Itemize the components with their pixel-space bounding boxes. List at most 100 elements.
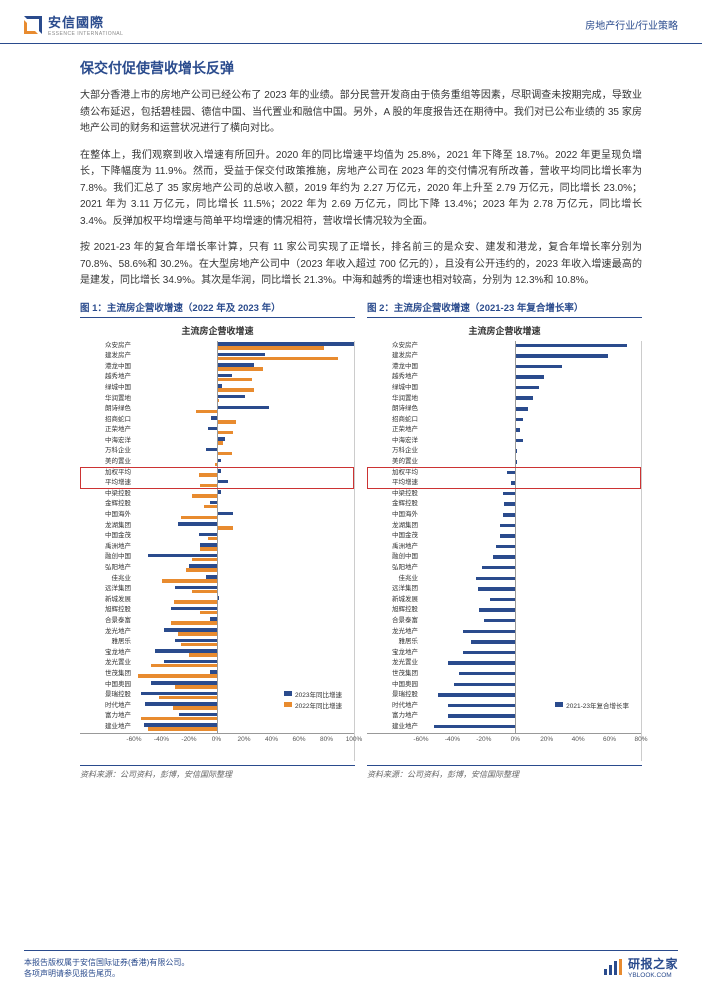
- bar-label: 弘阳地产: [80, 565, 134, 572]
- bar-orange: [217, 526, 234, 530]
- x-tick: 80%: [320, 736, 333, 743]
- bar-blue: [496, 545, 515, 549]
- bar-track: [421, 478, 641, 489]
- bar-blue: [179, 713, 216, 717]
- bar-label: 华润置地: [80, 396, 134, 403]
- bar-row: 中国海外: [367, 510, 641, 521]
- bar-blue: [141, 692, 217, 696]
- bar-label: 龙光地产: [80, 629, 134, 636]
- bar-row: 旭辉控股: [367, 605, 641, 616]
- legend-swatch: [284, 702, 292, 707]
- bar-blue: [217, 363, 254, 367]
- footer-brand: 研报之家 YBLOOK.COM: [604, 955, 678, 979]
- bar-track: [134, 531, 354, 542]
- bar-label: 万科企业: [367, 448, 421, 455]
- chart1-source: 资料来源：公司资料，彭博，安信国际整理: [80, 765, 355, 780]
- bar-label: 佳兆业: [80, 576, 134, 583]
- bar-row: 港龙中国: [367, 362, 641, 373]
- bar-orange: [217, 431, 234, 435]
- bar-blue: [200, 543, 217, 547]
- bar-track: [421, 552, 641, 563]
- bar-blue: [217, 512, 234, 516]
- bar-track: [134, 627, 354, 638]
- bar-row: 中国金茂: [367, 531, 641, 542]
- chart1-title: 主流房企营收增速: [80, 324, 355, 337]
- bar-blue: [217, 406, 269, 410]
- bar-blue: [210, 617, 217, 621]
- bar-blue: [208, 427, 216, 431]
- bar-orange: [217, 420, 236, 424]
- bar-label: 雅居乐: [80, 639, 134, 646]
- bar-label: 朗诗绿色: [367, 406, 421, 413]
- bar-orange: [200, 611, 217, 615]
- bar-label: 美的置业: [80, 459, 134, 466]
- bar-label: 远洋集团: [367, 586, 421, 593]
- bar-blue: [459, 672, 516, 676]
- bar-label: 新城发展: [80, 597, 134, 604]
- bar-blue: [448, 704, 516, 708]
- bar-track: [421, 616, 641, 627]
- bar-blue: [463, 630, 515, 634]
- bar-orange: [200, 484, 217, 488]
- bar-track: [134, 616, 354, 627]
- bar-row: 龙光地产: [367, 627, 641, 638]
- bar-row: 美的置业: [367, 457, 641, 468]
- bar-track: [134, 362, 354, 373]
- bar-blue: [471, 640, 515, 644]
- bar-track: [134, 468, 354, 479]
- bar-blue: [482, 566, 515, 570]
- bar-track: [134, 425, 354, 436]
- header-category: 房地产行业/行业策略: [585, 17, 678, 32]
- bar-track: [421, 574, 641, 585]
- bar-blue: [210, 501, 217, 505]
- bar-label: 景瑞控股: [367, 692, 421, 699]
- bar-label: 禹洲地产: [80, 544, 134, 551]
- bar-label: 融创中国: [80, 554, 134, 561]
- bar-track: [421, 542, 641, 553]
- bar-label: 富力地产: [367, 713, 421, 720]
- bar-blue: [171, 607, 216, 611]
- bar-orange: [138, 674, 216, 678]
- bar-blue: [484, 619, 515, 623]
- bar-blue: [210, 670, 217, 674]
- bar-blue: [178, 522, 217, 526]
- bar-orange: [217, 346, 324, 350]
- bar-label: 众安房产: [367, 343, 421, 350]
- bar-row: 正荣地产: [367, 425, 641, 436]
- bar-track: [421, 711, 641, 722]
- bar-label: 旭辉控股: [367, 607, 421, 614]
- yb-bars-icon: [604, 959, 622, 975]
- bar-label: 富力地产: [80, 713, 134, 720]
- bar-track: [134, 436, 354, 447]
- bar-orange: [186, 568, 216, 572]
- bar-orange: [192, 558, 217, 562]
- bar-track: [421, 457, 641, 468]
- bar-blue: [217, 395, 246, 399]
- chart1-legend: 2023年同比增速2022年同比增速: [282, 687, 344, 713]
- bar-blue: [515, 344, 627, 348]
- bar-orange: [200, 547, 217, 551]
- paragraphs: 大部分香港上市的房地产公司已经公布了 2023 年的业绩。部分民营开发商由于债务…: [80, 88, 642, 290]
- bar-blue: [478, 587, 516, 591]
- bar-label: 绿城中国: [367, 385, 421, 392]
- logo-text: 安信國際: [48, 12, 123, 31]
- bar-label: 旭辉控股: [80, 607, 134, 614]
- bar-label: 中梁控股: [80, 491, 134, 498]
- legend-item: 2021-23年复合增长率: [555, 700, 629, 710]
- bar-track: [421, 425, 641, 436]
- paragraph-2: 在整体上，我们观察到收入增速有所回升。2020 年的同比增速平均值为 25.8%…: [80, 148, 642, 231]
- bar-row: 雅居乐: [367, 637, 641, 648]
- x-tick: -60%: [126, 736, 141, 743]
- bar-row: 世茂集团: [367, 669, 641, 680]
- bar-blue: [434, 725, 516, 729]
- bar-track: [421, 341, 641, 352]
- bar-row: 平均增速: [367, 478, 641, 489]
- bar-track: [421, 372, 641, 383]
- x-tick: 60%: [292, 736, 305, 743]
- bar-orange: [181, 643, 217, 647]
- bar-label: 禹洲地产: [367, 544, 421, 551]
- x-tick: 60%: [603, 736, 616, 743]
- x-tick: -40%: [445, 736, 460, 743]
- bar-track: [421, 362, 641, 373]
- bar-label: 远洋集团: [80, 586, 134, 593]
